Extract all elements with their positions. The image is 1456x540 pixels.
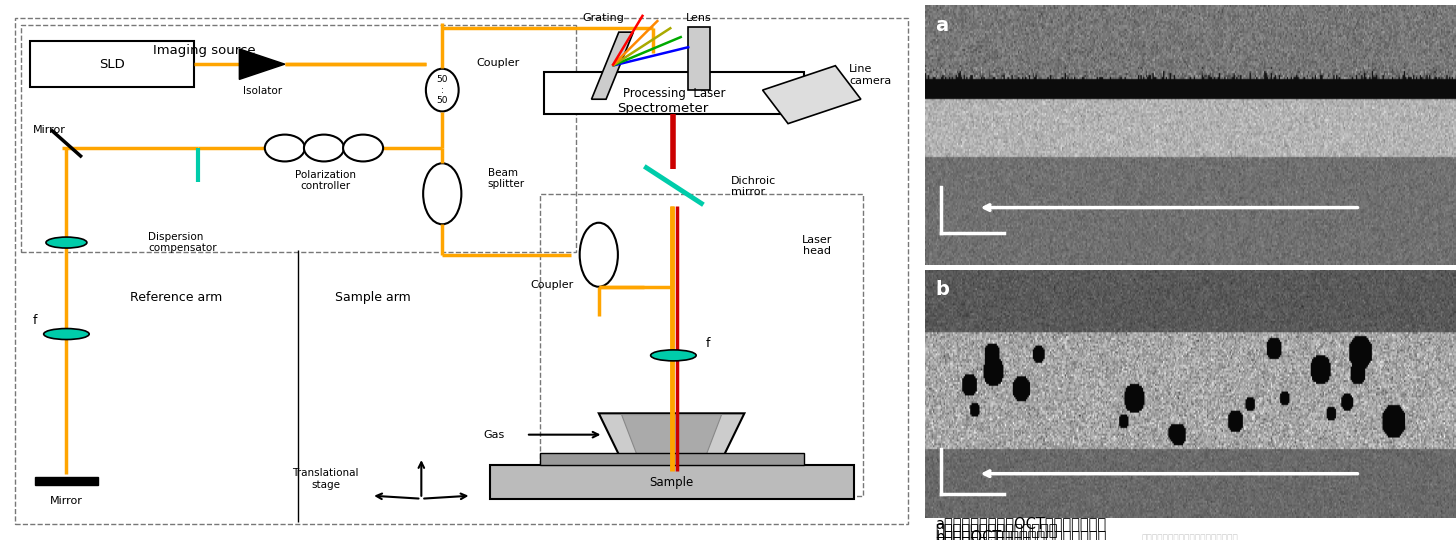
Ellipse shape: [47, 237, 87, 248]
Text: 功率、离焦量确保熔深一致性；: 功率、离焦量确保熔深一致性；: [935, 523, 1057, 538]
Circle shape: [344, 134, 383, 161]
Text: Grating: Grating: [582, 13, 625, 23]
Text: Translational
stage: Translational stage: [293, 468, 360, 490]
Polygon shape: [598, 413, 744, 469]
Polygon shape: [622, 415, 722, 462]
Text: Imaging source: Imaging source: [153, 44, 255, 57]
Ellipse shape: [427, 69, 459, 111]
Text: Coupler: Coupler: [530, 280, 574, 290]
Text: Gas: Gas: [483, 430, 505, 440]
Bar: [540, 453, 804, 465]
Text: Coupler: Coupler: [476, 58, 520, 68]
Text: Processing  Laser: Processing Laser: [623, 86, 725, 100]
Bar: [31, 41, 194, 87]
Text: 焦量变化，焊缝波动大。: 焦量变化，焊缝波动大。: [935, 536, 1031, 540]
Text: Dispersion
compensator: Dispersion compensator: [149, 232, 217, 253]
Text: Mirror: Mirror: [50, 496, 83, 506]
Polygon shape: [763, 66, 860, 124]
Text: Laser
head: Laser head: [802, 235, 833, 256]
Bar: [540, 194, 862, 496]
Text: Sample arm: Sample arm: [335, 291, 411, 304]
Circle shape: [265, 134, 304, 161]
Text: Polarization
controller: Polarization controller: [296, 170, 357, 191]
Ellipse shape: [651, 350, 696, 361]
Text: Beam
splitter: Beam splitter: [488, 168, 524, 190]
Polygon shape: [239, 49, 285, 79]
Text: Sample: Sample: [649, 476, 693, 489]
Text: Mirror: Mirror: [33, 125, 66, 134]
Text: b: b: [935, 280, 949, 299]
Bar: [545, 72, 804, 114]
Text: a: a: [935, 16, 948, 35]
Ellipse shape: [424, 163, 462, 224]
Text: Lens: Lens: [686, 13, 712, 23]
Text: 光学相干成像技术在激光加工及过程监测: 光学相干成像技术在激光加工及过程监测: [1142, 535, 1239, 540]
Text: Dichroic
mirror: Dichroic mirror: [731, 176, 776, 197]
Text: SLD: SLD: [99, 58, 125, 71]
Text: f: f: [706, 336, 711, 350]
Text: Reference arm: Reference arm: [130, 291, 221, 304]
Text: f: f: [33, 314, 38, 327]
Ellipse shape: [44, 328, 89, 340]
Bar: [489, 465, 853, 499]
Circle shape: [304, 134, 344, 161]
Bar: [20, 25, 577, 252]
Text: 50
:
50: 50 : 50: [437, 75, 448, 105]
Text: b、未加OCT闭环控制，工件高度导致离: b、未加OCT闭环控制，工件高度导致离: [935, 529, 1107, 540]
Text: a、工件高度变化，OCT熔深自适应调节: a、工件高度变化，OCT熔深自适应调节: [935, 516, 1107, 531]
Text: Line
camera: Line camera: [849, 64, 891, 86]
Polygon shape: [591, 32, 633, 99]
Ellipse shape: [579, 222, 617, 287]
Text: Spectrometer: Spectrometer: [617, 102, 708, 115]
Polygon shape: [687, 26, 711, 90]
Bar: [35, 477, 99, 485]
Text: Isolator: Isolator: [243, 86, 281, 96]
